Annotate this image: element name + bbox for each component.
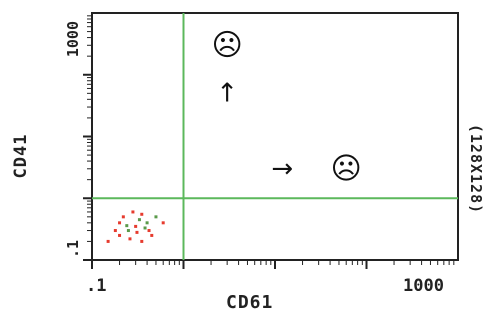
- data-point: [140, 239, 144, 243]
- data-point: [145, 221, 149, 225]
- data-point: [150, 233, 154, 237]
- data-point: [126, 229, 130, 233]
- data-point: [121, 215, 125, 219]
- arrow-icon: →: [271, 154, 293, 184]
- data-points: [106, 210, 165, 243]
- data-point: [131, 210, 135, 214]
- data-point: [106, 239, 110, 243]
- data-point: [125, 224, 129, 228]
- resolution-label-wrap: (128X128): [458, 110, 494, 230]
- annotations: ☹ ↑ → ☹: [212, 28, 362, 187]
- resolution-label: (128X128): [467, 123, 485, 215]
- plot-frame: [91, 12, 459, 261]
- data-point: [118, 221, 122, 225]
- y-axis-label-wrap: CD41: [6, 118, 36, 198]
- y-tick-label-bottom: .1: [64, 240, 82, 258]
- data-point: [118, 233, 122, 237]
- data-point: [134, 224, 138, 228]
- data-point: [113, 229, 117, 233]
- data-point: [140, 212, 144, 216]
- axis-ticks: [83, 15, 455, 269]
- x-tick-label-right: 1000: [403, 276, 444, 296]
- data-point: [135, 230, 139, 234]
- data-point: [161, 221, 165, 225]
- data-point: [143, 226, 147, 230]
- y-axis-label: CD41: [11, 133, 31, 179]
- data-point: [154, 215, 158, 219]
- y-tick-label-top: 1000: [64, 21, 82, 57]
- data-point: [147, 229, 151, 233]
- sad-face-icon: ☹: [212, 28, 243, 63]
- data-point: [128, 237, 132, 241]
- data-point: [137, 218, 141, 222]
- sad-face-icon: ☹: [331, 151, 362, 186]
- x-axis-label: CD61: [226, 292, 274, 313]
- arrow-icon: ↑: [216, 78, 238, 108]
- x-tick-label-left: .1: [86, 276, 106, 296]
